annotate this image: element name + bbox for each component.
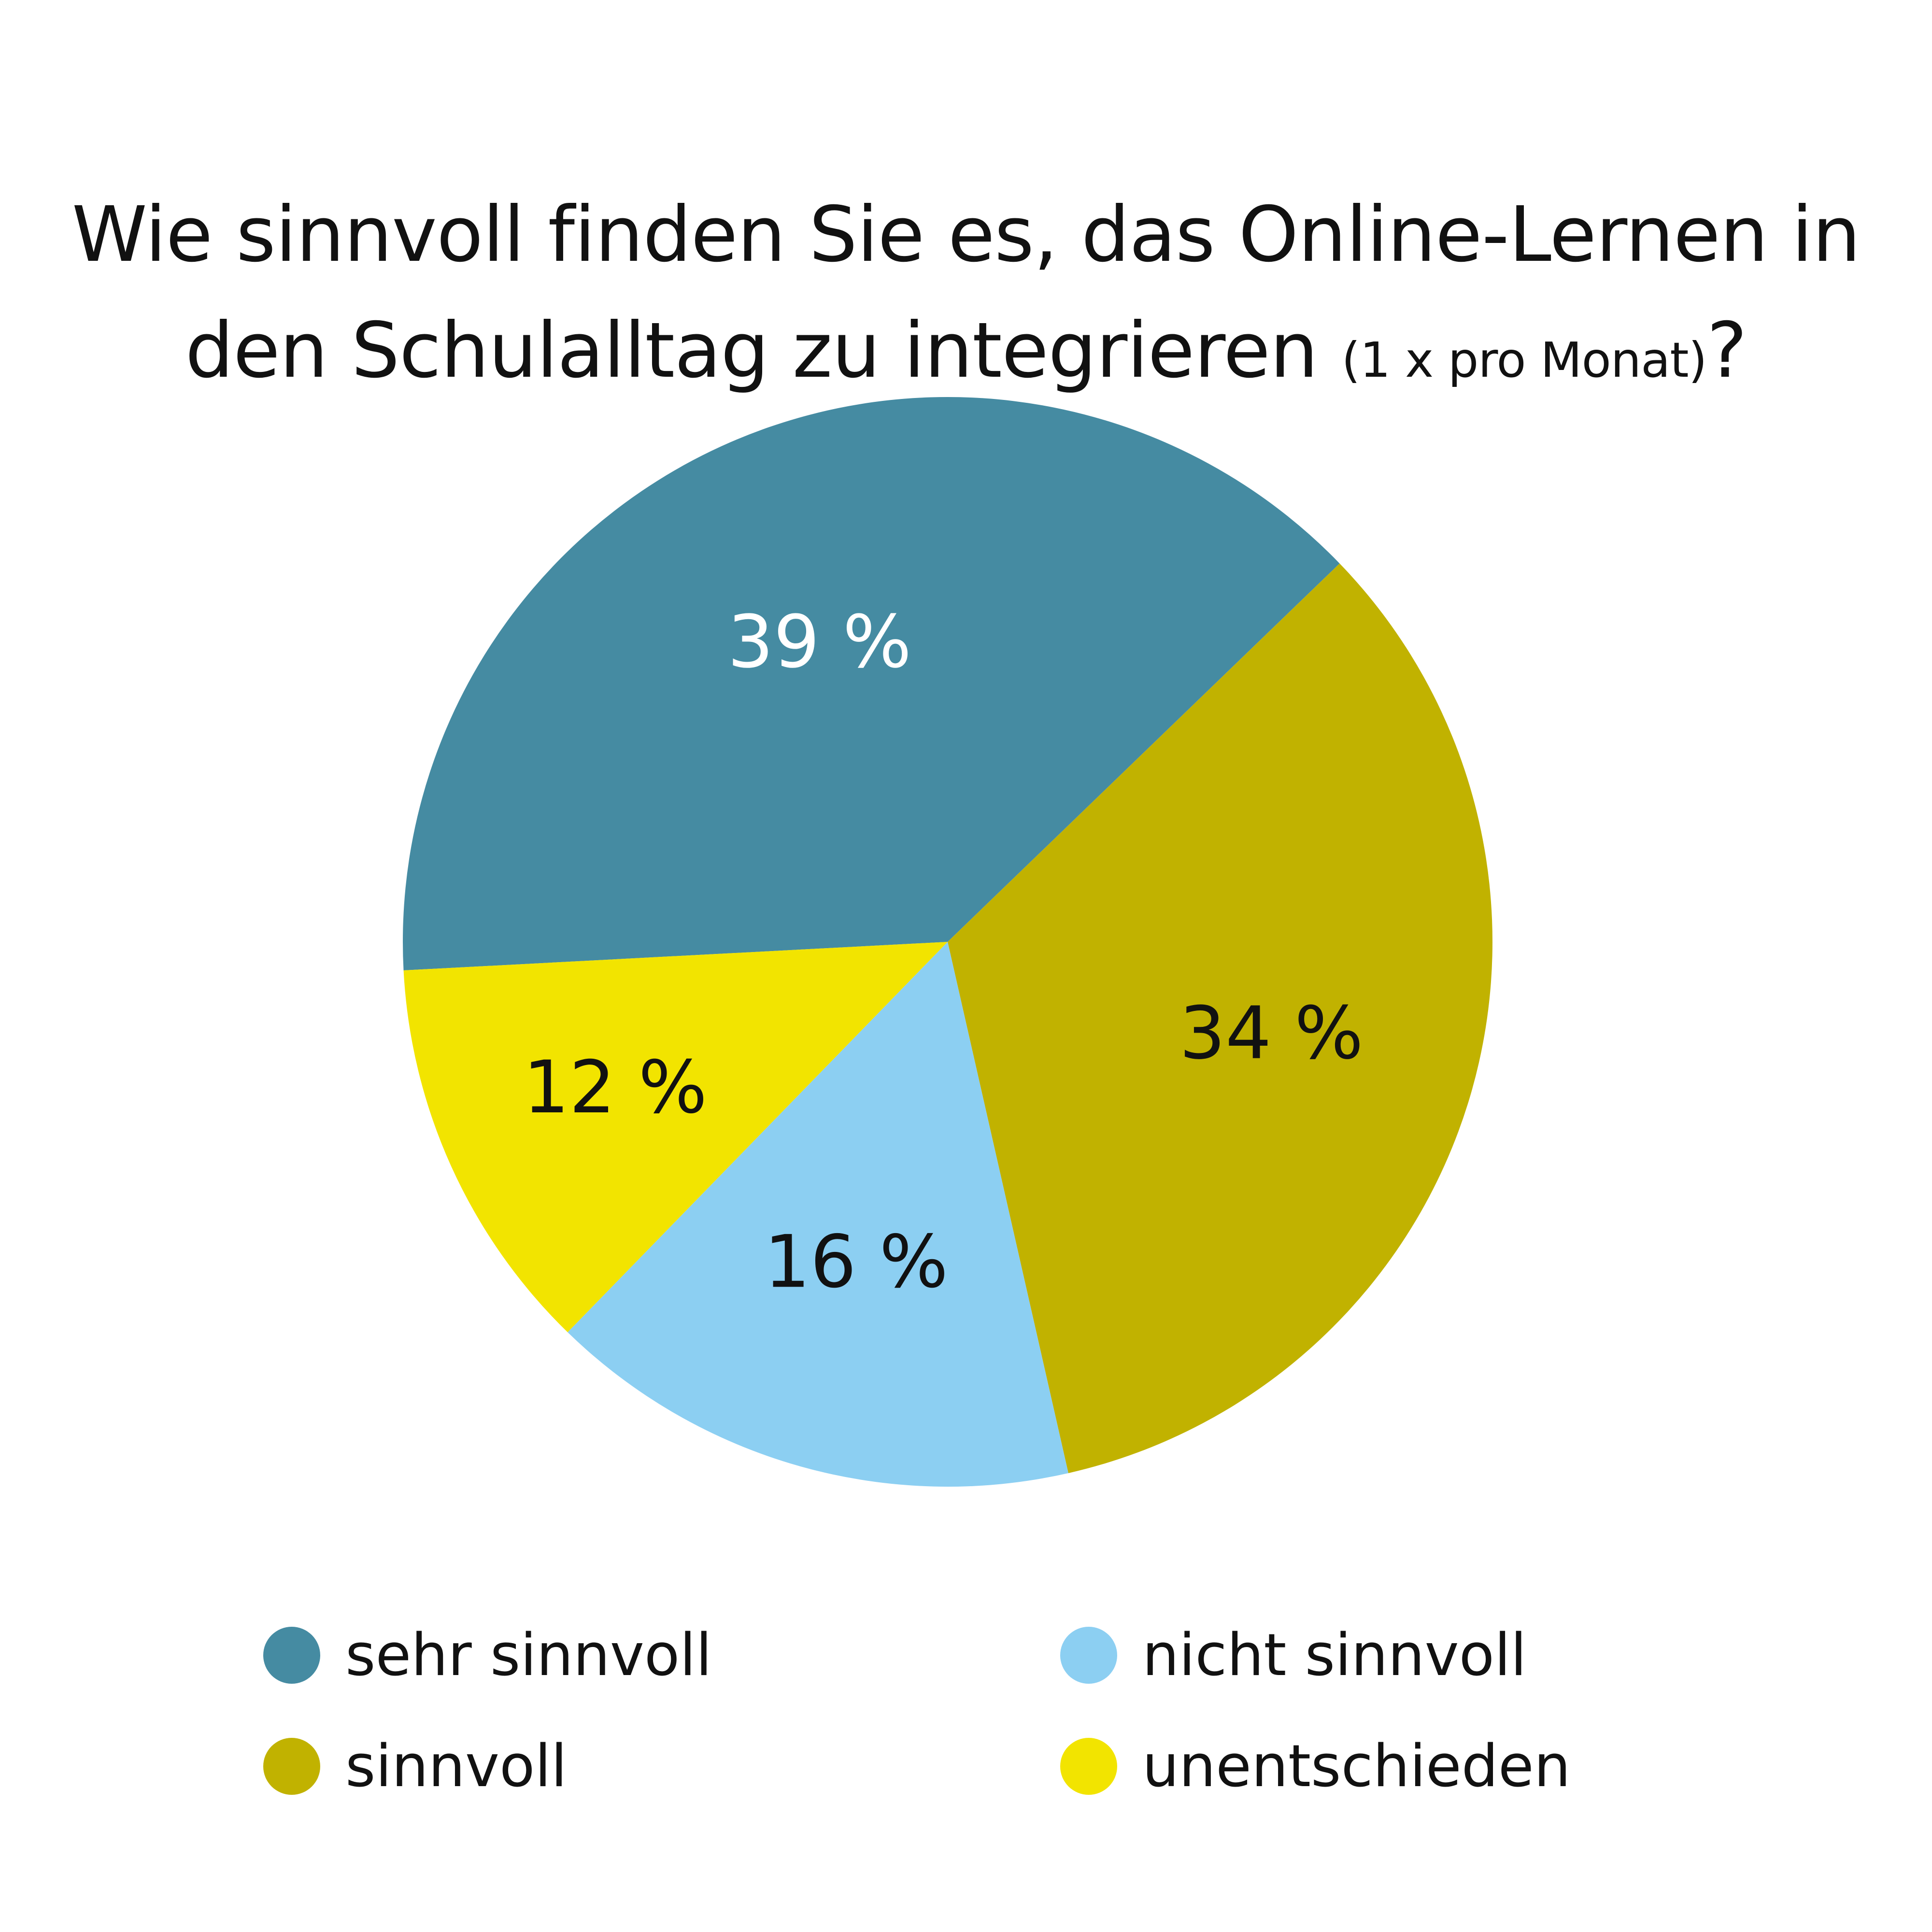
chart-title-line-2-main: den Schulalltag zu integrieren [185,306,1319,395]
pie-slice-sinnvoll [948,563,1492,1473]
chart-title: Wie sinnvoll finden Sie es, das Online-L… [0,177,1932,418]
legend-item-sinnvoll: sinnvoll [263,1718,567,1815]
chart-title-question-mark: ? [1706,306,1747,395]
pie-slice-label-nicht-sinnvoll: 16 % [764,1220,948,1304]
legend-label-nicht-sinnvoll: nicht sinnvoll [1142,1621,1527,1689]
legend-swatch-sinnvoll [263,1738,320,1795]
legend-label-unentschieden: unentschieden [1142,1733,1571,1800]
legend-label-sehr-sinnvoll: sehr sinnvoll [345,1621,712,1689]
pie-slice-sehr-sinnvoll [403,397,1340,971]
pie-slice-label-sehr-sinnvoll: 39 % [727,600,911,684]
legend-item-nicht-sinnvoll: nicht sinnvoll [1060,1607,1527,1704]
pie-slices [403,397,1492,1487]
chart-title-line-1: Wie sinnvoll finden Sie es, das Online-L… [71,190,1861,279]
legend-swatch-unentschieden [1060,1738,1117,1795]
pie-slice-unentschieden [403,942,948,1333]
legend-item-sehr-sinnvoll: sehr sinnvoll [263,1607,712,1704]
legend-item-unentschieden: unentschieden [1060,1718,1571,1815]
pie-slice-nicht-sinnvoll [568,942,1068,1487]
pie-slice-label-unentschieden: 12 % [523,1046,707,1130]
chart-title-frequency: (1 x pro Monat) [1341,331,1707,388]
pie-slice-label-sinnvoll: 34 % [1179,992,1364,1076]
pie-slice-labels: 39 % 34 % 16 % 12 % [523,600,1364,1305]
chart-title-line-2: den Schulalltag zu integrieren (1 x pro … [0,293,1932,418]
legend-label-sinnvoll: sinnvoll [345,1733,568,1800]
legend-swatch-sehr-sinnvoll [263,1627,320,1684]
legend-swatch-nicht-sinnvoll [1060,1627,1117,1684]
